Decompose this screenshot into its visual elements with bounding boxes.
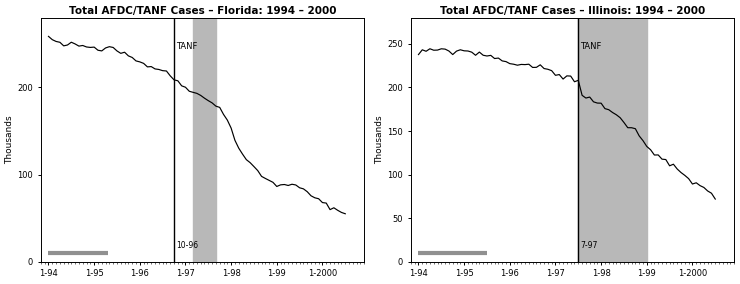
Y-axis label: Thousands: Thousands bbox=[376, 116, 385, 164]
Text: TANF: TANF bbox=[176, 42, 198, 51]
Text: 7-97: 7-97 bbox=[580, 241, 597, 250]
Y-axis label: Thousands: Thousands bbox=[6, 116, 15, 164]
Text: TANF: TANF bbox=[580, 42, 602, 51]
Title: Total AFDC/TANF Cases – Illinois: 1994 – 2000: Total AFDC/TANF Cases – Illinois: 1994 –… bbox=[440, 6, 705, 16]
Title: Total AFDC/TANF Cases – Florida: 1994 – 2000: Total AFDC/TANF Cases – Florida: 1994 – … bbox=[69, 6, 337, 16]
Bar bbox=[578, 18, 647, 262]
Text: 10-96: 10-96 bbox=[176, 241, 198, 250]
Bar bbox=[193, 18, 216, 262]
